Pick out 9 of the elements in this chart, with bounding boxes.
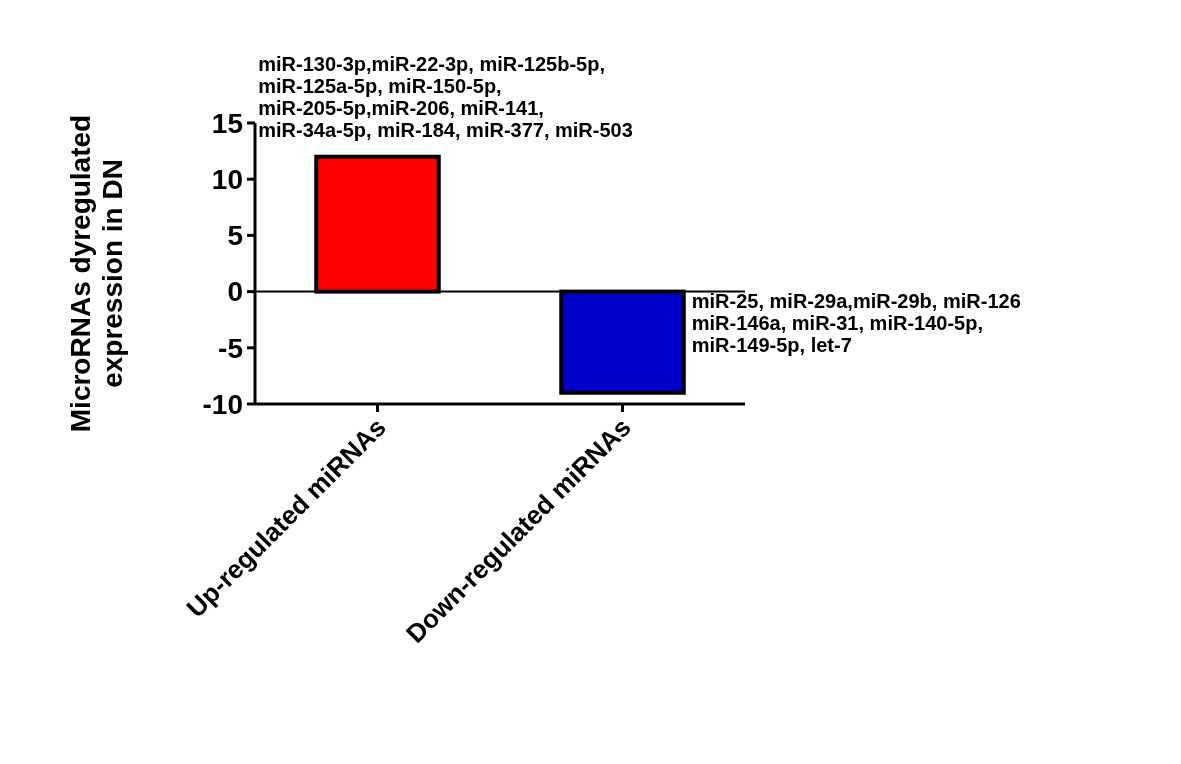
y-axis-title: MicroRNAs dyregulated expression in DN [65, 114, 128, 433]
y-tick-label: -10 [202, 388, 243, 420]
y-tick-label: 0 [227, 276, 243, 308]
annotation: miR-25, miR-29a,miR-29b, miR-126 miR-146a, miR-31, miR-140-5p, miR-149-5p, let-7 [691, 289, 1021, 356]
y-tick-label: 15 [211, 107, 243, 139]
annotation: miR-130-3p,miR-22-3p, miR-125b-5p, miR-125a-5p, miR-150-5p, miR-205-5p,miR-206, miR-141, miR-34a-5p, miR-184, miR-377, miR-503 [258, 52, 633, 141]
y-tick-label: 10 [211, 164, 243, 195]
y-tick-label: -5 [218, 332, 243, 364]
y-tick-label: 5 [227, 220, 243, 252]
